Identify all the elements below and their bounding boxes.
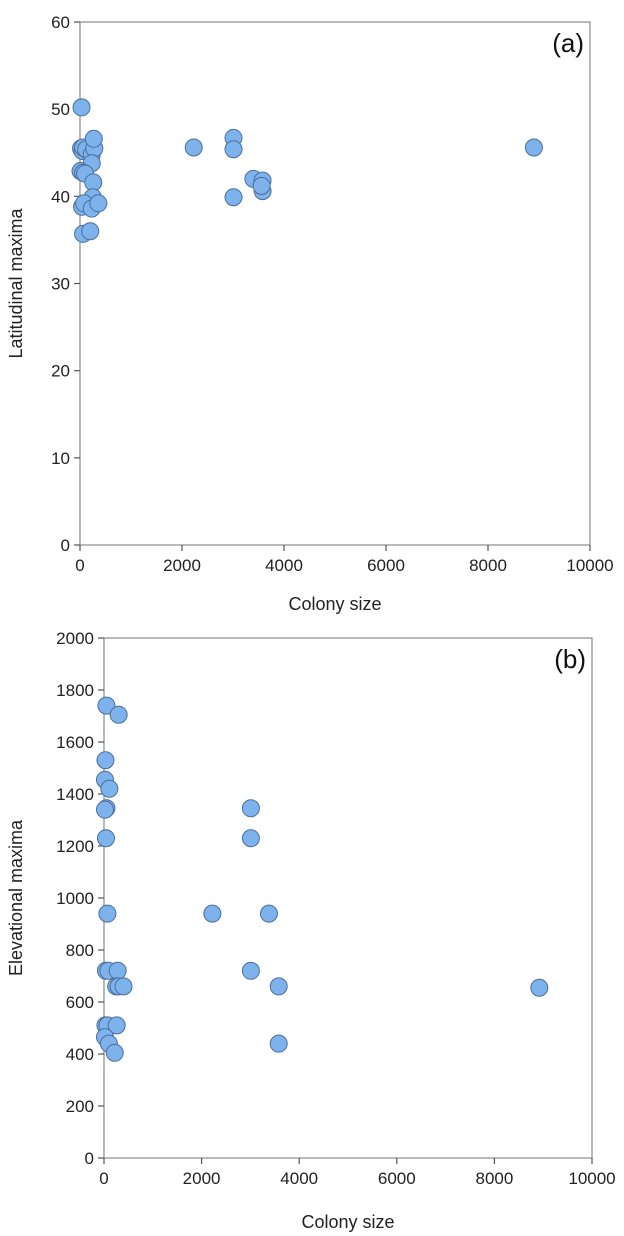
- data-point: [259, 904, 278, 923]
- data-points: [71, 98, 543, 243]
- data-point: [96, 829, 115, 848]
- panel-b-elevational-chart: 0 2000 4000 6000 8000 10000 0 200 400 600 800 1000 1…: [6, 629, 616, 1232]
- data-point: [203, 904, 222, 923]
- x-tick-label: 2000: [183, 1169, 221, 1188]
- axis-ticks: 0 2000 4000 6000 8000 10000 0 200 400 600 800 1000 1…: [56, 629, 615, 1188]
- axis-ticks: 0 2000 4000 6000 8000 10000 0 10 20 30 40 50 60: [51, 13, 614, 575]
- panel-label: (a): [552, 28, 584, 58]
- data-point: [89, 194, 108, 213]
- plot-area: [103, 637, 593, 1159]
- x-axis-label: Colony size: [301, 1212, 394, 1232]
- data-point: [105, 1043, 124, 1062]
- data-point: [109, 705, 128, 724]
- data-point: [107, 1016, 126, 1035]
- x-tick-label: 0: [75, 556, 84, 575]
- data-point: [241, 799, 260, 818]
- y-tick-label: 400: [66, 1045, 94, 1064]
- x-tick-label: 4000: [280, 1169, 318, 1188]
- x-tick-label: 4000: [265, 556, 303, 575]
- data-point: [224, 188, 243, 207]
- x-tick-label: 8000: [469, 556, 507, 575]
- data-point: [84, 129, 103, 148]
- data-point: [95, 800, 114, 819]
- y-tick-label: 40: [51, 187, 70, 206]
- data-point: [269, 977, 288, 996]
- y-tick-label: 2000: [56, 629, 94, 648]
- data-point: [524, 138, 543, 157]
- y-tick-label: 50: [51, 100, 70, 119]
- data-point: [98, 904, 117, 923]
- data-point: [97, 696, 116, 715]
- y-tick-label: 0: [85, 1149, 94, 1168]
- x-tick-label: 8000: [475, 1169, 513, 1188]
- y-tick-label: 1400: [56, 785, 94, 804]
- data-point: [530, 978, 549, 997]
- x-tick-label: 10000: [566, 556, 613, 575]
- y-tick-label: 800: [66, 941, 94, 960]
- x-axis-label: Colony size: [288, 594, 381, 614]
- y-tick-label: 600: [66, 993, 94, 1012]
- y-tick-label: 60: [51, 13, 70, 32]
- x-tick-label: 6000: [378, 1169, 416, 1188]
- panel-label: (b): [554, 644, 586, 674]
- y-tick-label: 1800: [56, 681, 94, 700]
- data-point: [269, 1034, 288, 1053]
- y-tick-label: 1000: [56, 889, 94, 908]
- data-point: [72, 98, 91, 117]
- data-point: [114, 977, 133, 996]
- data-point: [224, 140, 243, 159]
- y-tick-label: 30: [51, 275, 70, 294]
- x-tick-label: 10000: [568, 1169, 615, 1188]
- x-tick-label: 2000: [163, 556, 201, 575]
- data-point: [252, 176, 271, 195]
- data-point: [241, 829, 260, 848]
- data-point: [241, 961, 260, 980]
- data-points: [95, 696, 549, 1062]
- y-tick-label: 10: [51, 449, 70, 468]
- y-tick-label: 20: [51, 362, 70, 381]
- y-axis-label: Latitudinal maxima: [6, 207, 26, 358]
- y-axis-label: Elevational maxima: [6, 819, 26, 976]
- data-point: [100, 779, 119, 798]
- data-point: [96, 751, 115, 770]
- x-tick-label: 6000: [367, 556, 405, 575]
- data-point: [108, 961, 127, 980]
- y-tick-label: 200: [66, 1097, 94, 1116]
- y-tick-label: 0: [61, 536, 70, 555]
- data-point: [81, 222, 100, 241]
- x-tick-label: 0: [99, 1169, 108, 1188]
- y-tick-label: 1200: [56, 837, 94, 856]
- data-point: [184, 138, 203, 157]
- y-tick-label: 1600: [56, 733, 94, 752]
- plot-area: [79, 21, 591, 546]
